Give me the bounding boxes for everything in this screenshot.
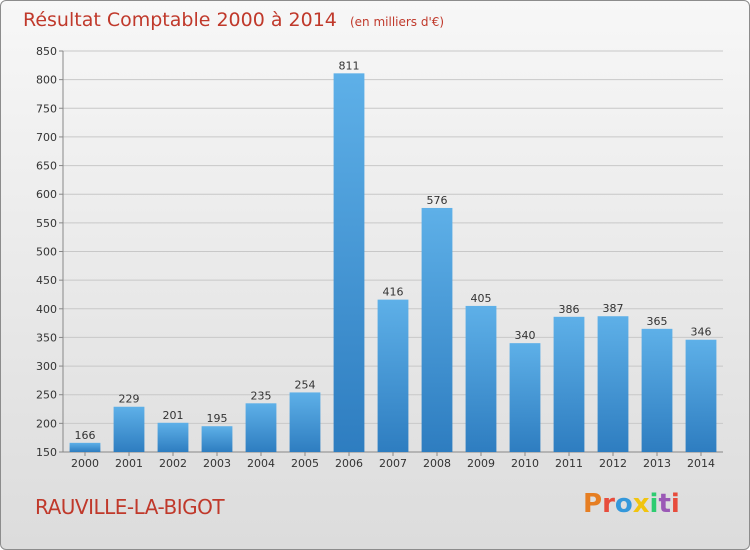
chart-subtitle: (en milliers d'€) [349,15,445,29]
y-tick-label: 750 [36,102,57,115]
data-label-2007: 416 [383,286,404,299]
data-label-2011: 386 [559,303,580,316]
logo-letter: P [583,489,603,519]
logo-letter: r [602,489,615,519]
data-label-2013: 365 [647,315,668,328]
x-tick-label-2001: 2001 [115,457,143,470]
y-tick-label: 650 [36,160,57,173]
x-tick-label-2004: 2004 [247,457,275,470]
chart-title-block: Résultat Comptable 2000 à 2014 (en milli… [23,9,444,31]
y-tick-label: 250 [36,389,57,402]
data-label-2014: 346 [691,326,712,339]
bar-2006 [333,73,365,452]
y-tick-label: 600 [36,188,57,201]
data-label-2003: 195 [207,412,228,425]
bar-2012 [597,316,629,452]
data-label-2004: 235 [251,389,272,402]
x-tick-label-2000: 2000 [71,457,99,470]
bar-2013 [641,328,673,452]
bar-2001 [113,406,145,452]
bar-2000 [69,442,101,452]
x-tick-label-2010: 2010 [511,457,539,470]
x-tick-label-2005: 2005 [291,457,319,470]
logo-letter: i [649,489,659,519]
data-label-2009: 405 [471,292,492,305]
y-tick-label: 700 [36,131,57,144]
data-label-2001: 229 [119,393,140,406]
y-tick-label: 800 [36,74,57,87]
y-tick-label: 500 [36,246,57,259]
data-label-2002: 201 [163,409,184,422]
y-tick-label: 850 [36,45,57,58]
commune-name: RAUVILLE-LA-BIGOT [35,495,225,519]
y-tick-label: 450 [36,274,57,287]
bar-2002 [157,422,189,452]
y-tick-label: 350 [36,331,57,344]
x-tick-label-2002: 2002 [159,457,187,470]
bar-2004 [245,403,277,452]
x-tick-label-2009: 2009 [467,457,495,470]
bar-2008 [421,207,453,452]
bar-2011 [553,316,585,452]
chart-title: Résultat Comptable 2000 à 2014 [23,9,337,31]
x-tick-label-2011: 2011 [555,457,583,470]
bar-2010 [509,343,541,452]
x-tick-label-2006: 2006 [335,457,363,470]
bar-2005 [289,392,321,452]
y-tick-label: 550 [36,217,57,230]
y-tick-label: 200 [36,417,57,430]
x-tick-label-2012: 2012 [599,457,627,470]
x-tick-label-2008: 2008 [423,457,451,470]
logo-letter: i [670,489,680,519]
y-tick-label: 150 [36,446,57,459]
data-label-2000: 166 [75,429,96,442]
proxiti-logo: Proxiti [583,489,680,519]
bar-2003 [201,426,233,452]
logo-letter: o [614,489,633,519]
logo-letter: x [632,489,650,519]
bar-2009 [465,305,497,452]
data-label-2006: 811 [339,59,360,72]
data-label-2010: 340 [515,329,536,342]
data-label-2012: 387 [603,302,624,315]
bar-2007 [377,299,409,452]
y-tick-label: 400 [36,303,57,316]
x-tick-label-2003: 2003 [203,457,231,470]
y-tick-label: 300 [36,360,57,373]
data-label-2008: 576 [427,194,448,207]
x-tick-label-2013: 2013 [643,457,671,470]
data-label-2005: 254 [295,378,316,391]
bar-2014 [685,339,717,452]
x-tick-label-2007: 2007 [379,457,407,470]
x-tick-label-2014: 2014 [687,457,715,470]
logo-letter: t [658,489,671,519]
